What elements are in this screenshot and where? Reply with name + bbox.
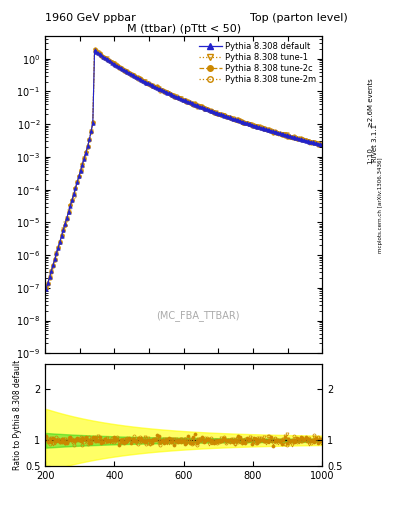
Title: M (ttbar) (pTtt < 50): M (ttbar) (pTtt < 50) bbox=[127, 24, 241, 34]
Text: 1960 GeV ppbar: 1960 GeV ppbar bbox=[45, 13, 136, 23]
Y-axis label: Ratio to Pythia 8.308 default: Ratio to Pythia 8.308 default bbox=[13, 359, 22, 470]
Legend: Pythia 8.308 default, Pythia 8.308 tune-1, Pythia 8.308 tune-2c, Pythia 8.308 tu: Pythia 8.308 default, Pythia 8.308 tune-… bbox=[197, 40, 318, 86]
Text: mcplots.cern.ch [arXiv:1306.3436]: mcplots.cern.ch [arXiv:1306.3436] bbox=[378, 157, 383, 252]
Text: (MC_FBA_TTBAR): (MC_FBA_TTBAR) bbox=[156, 310, 239, 321]
Text: Rivet 3.1.1: Rivet 3.1.1 bbox=[372, 124, 378, 162]
Text: ≥2.6M events: ≥2.6M events bbox=[368, 78, 375, 127]
Text: Top (parton level): Top (parton level) bbox=[250, 13, 348, 23]
Text: 1:10,: 1:10, bbox=[368, 143, 375, 164]
